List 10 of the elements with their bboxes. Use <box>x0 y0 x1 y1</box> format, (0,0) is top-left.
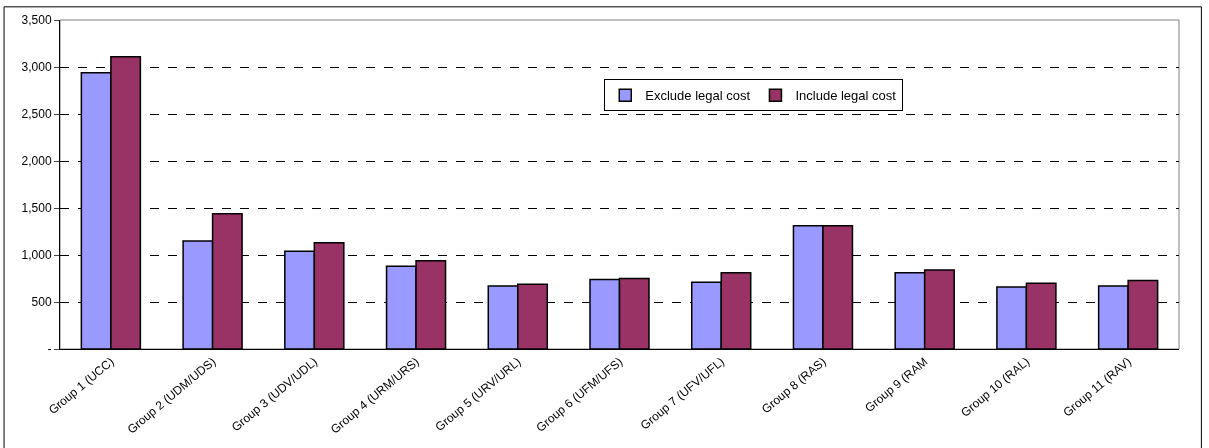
y-tick-label: 3,500 <box>21 13 52 28</box>
y-tick-label: 1,500 <box>21 201 52 216</box>
y-tick-label: 3,000 <box>21 60 52 75</box>
y-tick-label: 2,500 <box>21 107 52 122</box>
y-tick-label: 1,000 <box>21 248 52 263</box>
y-tick-label: 2,000 <box>21 154 52 169</box>
legend-label: Exclude legal cost <box>645 88 751 104</box>
legend-label: Include legal cost <box>795 88 897 104</box>
y-tick-label: 500 <box>31 295 52 310</box>
y-tick-label: - <box>47 342 52 357</box>
